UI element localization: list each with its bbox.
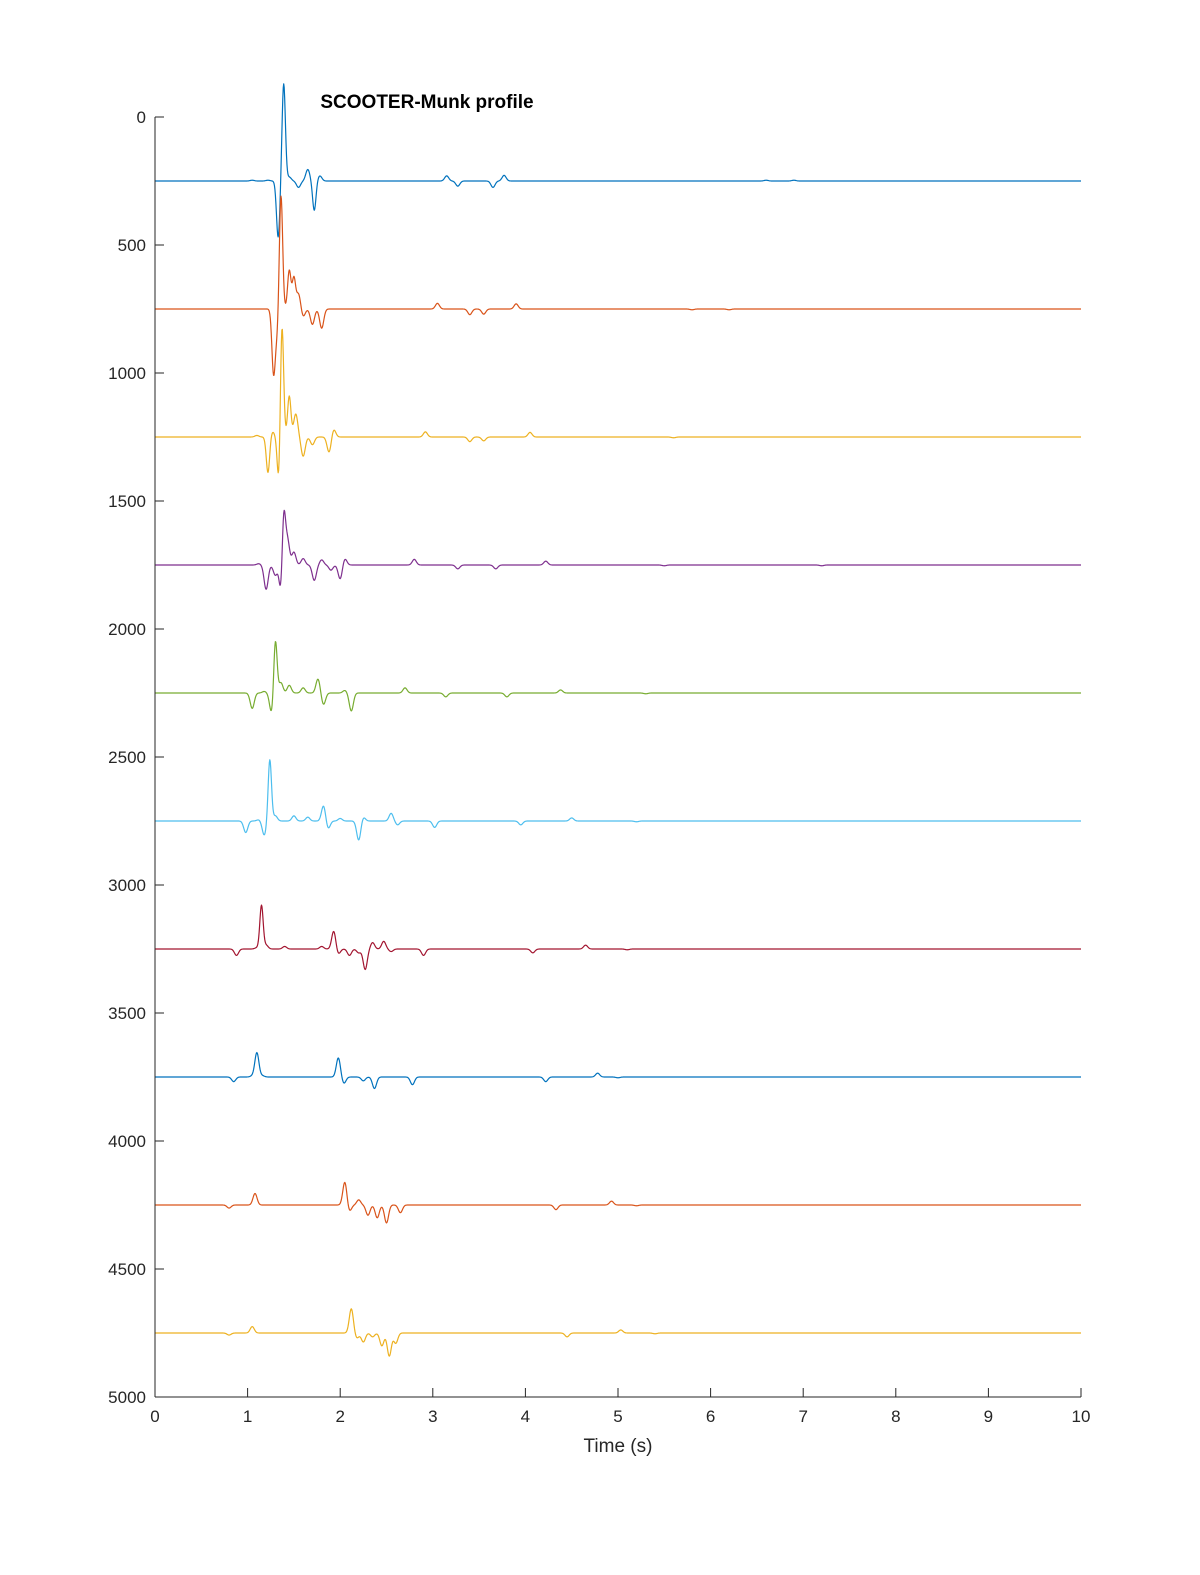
chart-title: SCOOTER-Munk profile: [320, 92, 533, 113]
y-tick-label: 2500: [108, 748, 146, 767]
trace-8: [154, 1051, 1082, 1090]
trace-5: [154, 641, 1082, 712]
trace-10: [154, 1308, 1082, 1357]
x-tick-label: 4: [521, 1407, 530, 1426]
y-tick-label: 4000: [108, 1132, 146, 1151]
x-tick-label: 8: [891, 1407, 900, 1426]
trace-9: [154, 1181, 1082, 1224]
x-tick-label: 7: [798, 1407, 807, 1426]
x-tick-label: 3: [428, 1407, 437, 1426]
x-tick-label: 10: [1072, 1407, 1091, 1426]
y-tick-label: 3000: [108, 876, 146, 895]
y-tick-label: 4500: [108, 1260, 146, 1279]
x-tick-label: 1: [243, 1407, 252, 1426]
y-tick-label: 1000: [108, 364, 146, 383]
y-tick-label: 1500: [108, 492, 146, 511]
y-tick-label: 0: [137, 108, 146, 127]
x-axis-label: Time (s): [584, 1436, 653, 1457]
y-tick-label: 5000: [108, 1388, 146, 1407]
trace-group: [154, 83, 1082, 1357]
x-tick-label: 9: [984, 1407, 993, 1426]
x-tick-label: 6: [706, 1407, 715, 1426]
x-tick-label: 5: [613, 1407, 622, 1426]
y-tick-label: 500: [118, 236, 146, 255]
trace-2: [154, 195, 1082, 376]
y-tick-label: 2000: [108, 620, 146, 639]
trace-1: [154, 83, 1082, 238]
x-tick-label: 0: [150, 1407, 159, 1426]
y-tick-label: 3500: [108, 1004, 146, 1023]
x-tick-label: 2: [335, 1407, 344, 1426]
trace-7: [154, 904, 1082, 971]
trace-6: [154, 759, 1082, 841]
axes: 0 1 2 3 4 5 6 7 8 9 10 0 500 1000 1500 2000 2500 3000 3500…: [108, 108, 1090, 1426]
trace-4: [154, 509, 1082, 590]
trace-3: [154, 328, 1082, 474]
